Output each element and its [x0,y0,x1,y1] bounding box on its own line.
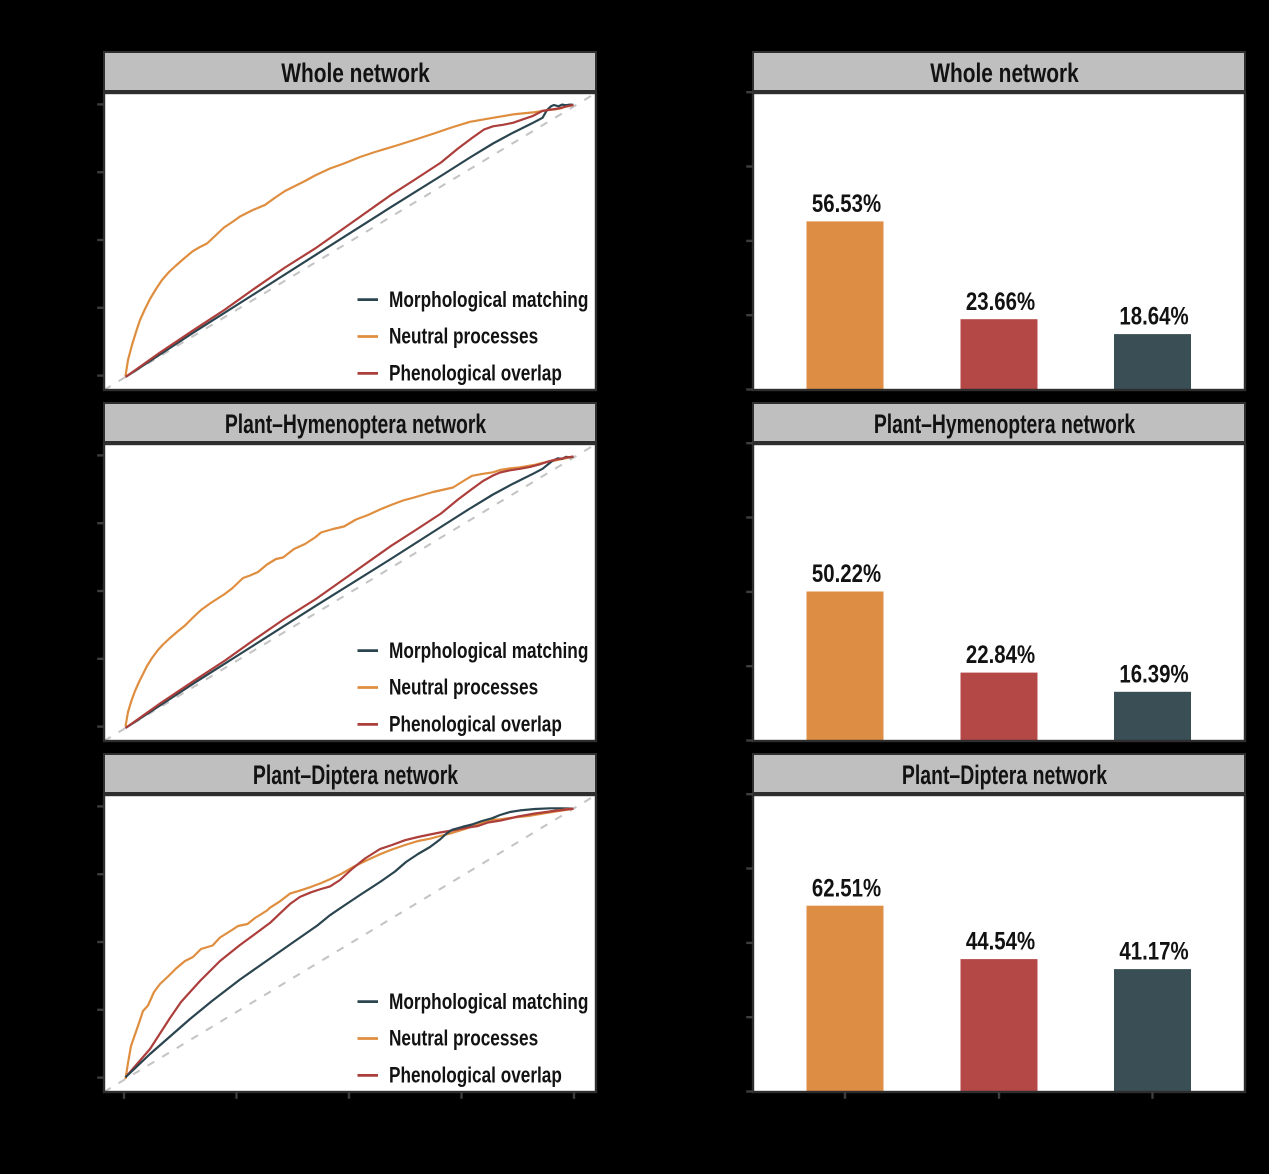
svg-text:Morphological matching: Morphological matching [389,990,588,1015]
svg-text:Plant–Diptera network: Plant–Diptera network [902,760,1108,790]
svg-text:44.54%: 44.54% [966,927,1035,955]
svg-text:50.22%: 50.22% [812,559,881,587]
svg-text:Whole network: Whole network [281,59,430,89]
svg-text:Phenological overlap: Phenological overlap [389,1063,562,1088]
svg-text:23.66%: 23.66% [966,287,1035,315]
svg-text:Plant–Hymenoptera network: Plant–Hymenoptera network [874,409,1136,439]
svg-text:Plant–Diptera network: Plant–Diptera network [253,760,459,790]
svg-text:Neutral processes: Neutral processes [389,676,538,701]
svg-text:62.51%: 62.51% [812,873,881,901]
svg-text:41.17%: 41.17% [1119,937,1188,965]
svg-text:16.39%: 16.39% [1119,659,1188,687]
svg-text:Neutral processes: Neutral processes [389,1027,538,1052]
svg-text:18.64%: 18.64% [1119,302,1188,330]
svg-text:Plant–Hymenoptera network: Plant–Hymenoptera network [225,409,487,439]
svg-text:Morphological matching: Morphological matching [389,639,588,664]
svg-text:Morphological matching: Morphological matching [389,288,588,313]
svg-text:Neutral processes: Neutral processes [389,325,538,350]
svg-text:22.84%: 22.84% [966,640,1035,668]
svg-text:56.53%: 56.53% [812,189,881,217]
svg-text:Phenological overlap: Phenological overlap [389,361,562,386]
svg-text:Whole network: Whole network [930,59,1079,89]
svg-text:Phenological overlap: Phenological overlap [389,712,562,737]
